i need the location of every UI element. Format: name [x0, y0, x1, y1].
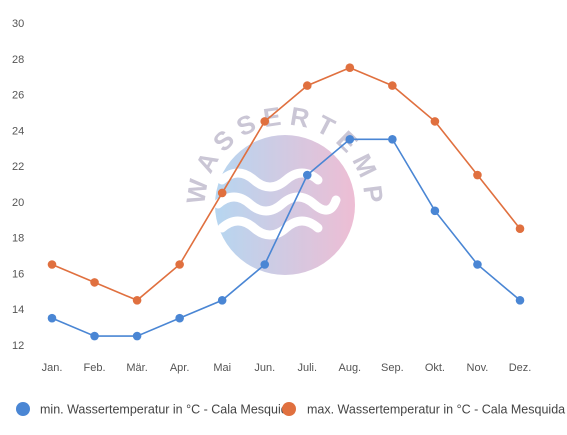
data-point-max — [388, 81, 397, 90]
x-tick-label: Dez. — [509, 362, 532, 374]
legend-label-max: max. Wassertemperatur in °C - Cala Mesqu… — [307, 403, 565, 417]
legend-marker-min — [16, 402, 30, 416]
x-axis: Jan. Feb. Mär. Apr. Mai Jun. Juli. Aug. Sep. Okt.… — [42, 362, 532, 374]
y-tick-label: 26 — [12, 90, 24, 102]
data-point-min — [515, 295, 525, 305]
x-tick-label: Mai — [213, 362, 231, 374]
y-tick-label: 12 — [12, 340, 24, 352]
data-point-max — [302, 81, 312, 90]
x-tick-label: Sep. — [381, 362, 404, 374]
data-point-max — [260, 117, 270, 126]
data-point-min — [430, 206, 440, 216]
data-point-min — [473, 260, 482, 269]
legend: min. Wassertemperatur in °C - Cala Mesqu… — [16, 402, 565, 417]
watermark-logo: W A S S E R T E M P E R A T U R . O R G — [0, 0, 389, 275]
data-point-max — [217, 188, 227, 198]
series-line-min — [51, 138, 521, 337]
y-tick-label: 16 — [12, 268, 24, 280]
y-tick-label: 20 — [12, 197, 24, 209]
y-tick-label: 18 — [12, 233, 24, 245]
legend-label-min: min. Wassertemperatur in °C - Cala Mesqu… — [40, 403, 295, 417]
x-tick-label: Jun. — [254, 362, 275, 374]
data-point-min — [217, 295, 227, 305]
data-point-min — [260, 260, 270, 269]
data-point-max — [473, 170, 482, 180]
data-point-min — [175, 313, 184, 323]
y-tick-label: 24 — [12, 125, 24, 137]
data-point-min — [302, 170, 312, 180]
x-tick-label: Jan. — [42, 362, 63, 374]
data-point-max — [90, 278, 99, 287]
y-tick-label: 30 — [12, 18, 24, 30]
data-point-min — [47, 313, 57, 323]
data-point-max — [430, 117, 440, 126]
data-point-max — [47, 260, 57, 269]
x-tick-label: Nov. — [467, 362, 489, 374]
x-tick-label: Juli. — [297, 362, 317, 374]
x-tick-label: Feb. — [84, 362, 106, 374]
data-point-min — [388, 134, 397, 144]
y-tick-label: 22 — [12, 161, 24, 173]
data-point-min — [90, 331, 99, 341]
y-tick-label: 28 — [12, 54, 24, 66]
data-point-min — [132, 331, 142, 341]
series-line-max — [51, 66, 521, 302]
x-tick-label: Apr. — [170, 362, 190, 374]
series-group — [47, 63, 525, 341]
x-tick-label: Aug. — [338, 362, 361, 374]
y-axis: 12 14 16 18 20 22 24 26 28 30 — [12, 18, 24, 352]
x-tick-label: Okt. — [425, 362, 445, 374]
y-tick-label: 14 — [12, 304, 24, 316]
data-point-max — [515, 224, 525, 234]
x-tick-label: Mär. — [126, 362, 147, 374]
data-point-min — [345, 134, 355, 144]
data-point-max — [175, 260, 184, 269]
legend-marker-max — [282, 402, 296, 416]
data-point-max — [132, 295, 142, 305]
data-point-max — [345, 63, 355, 73]
